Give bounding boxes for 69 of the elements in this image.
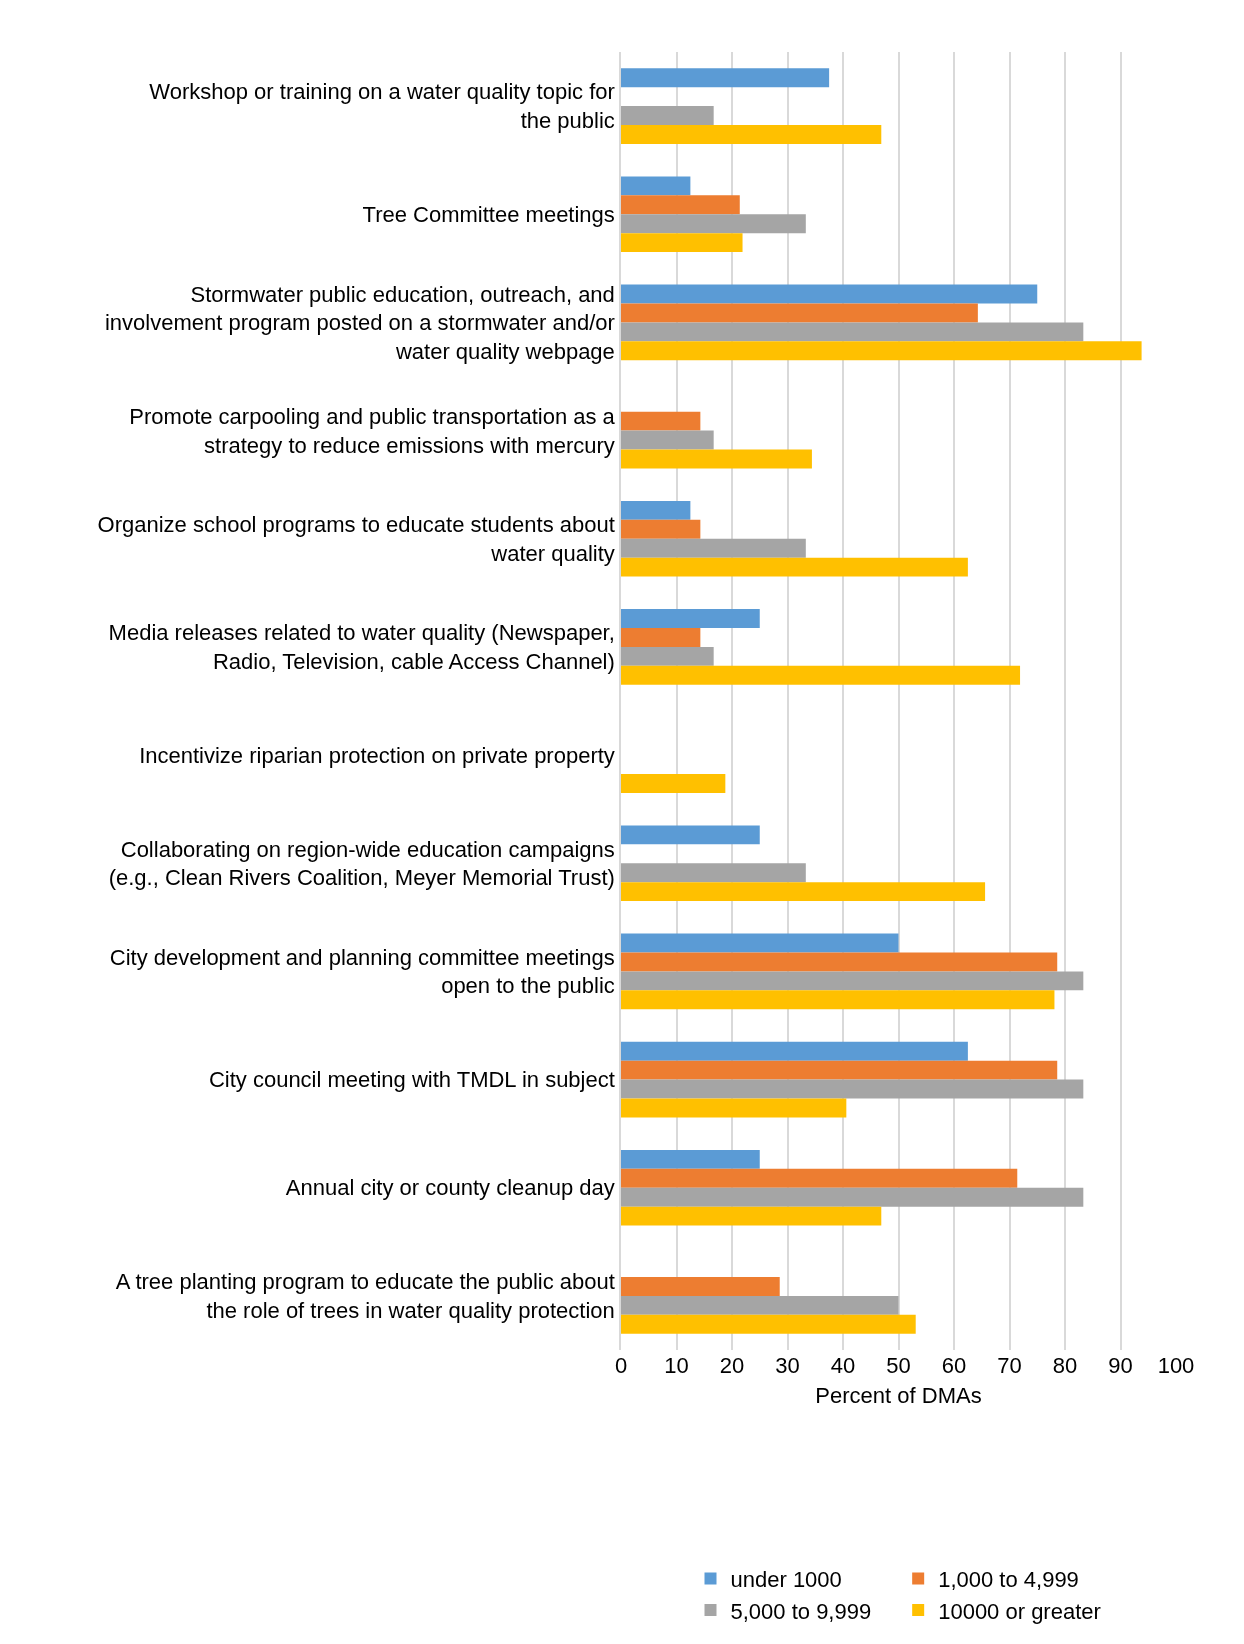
y-tick-label: Media releases related to water quality (Newspaper, Radio, Television, cable Access Channel) [108, 620, 615, 674]
bar [621, 233, 743, 253]
bar [621, 627, 701, 647]
x-tick-label: 80 [1052, 1353, 1078, 1378]
bar [621, 500, 691, 520]
bar [621, 1041, 968, 1061]
bar [621, 1314, 916, 1334]
y-tick-label: Incentivize riparian protection on private property [139, 742, 615, 768]
bar [621, 322, 1084, 342]
bar [621, 1060, 1058, 1080]
bar [621, 825, 760, 845]
bar [621, 303, 978, 323]
bar [621, 1206, 882, 1226]
bar [621, 449, 812, 469]
bar [621, 863, 806, 883]
y-tick-label: Organize school programs to educate students about water quality [97, 512, 615, 566]
bar [621, 609, 760, 628]
bar [621, 774, 726, 793]
bar [621, 971, 1084, 991]
y-tick-label: A tree planting program to educate the public about the role of trees in water quality protection [115, 1269, 615, 1323]
bar [621, 519, 701, 539]
bar [621, 1149, 760, 1169]
bar [621, 646, 714, 666]
bar [621, 411, 701, 431]
bar [621, 1295, 899, 1315]
bar [621, 341, 1142, 361]
x-axis-title: Percent of DMAs [815, 1382, 982, 1408]
bar [621, 125, 882, 144]
bar [621, 430, 714, 450]
x-tick-label: 10 [664, 1353, 689, 1378]
x-tick-label: 40 [830, 1353, 856, 1378]
x-tick-label: 20 [719, 1353, 745, 1378]
bar [621, 1168, 1018, 1188]
bar [621, 68, 830, 88]
y-tick-label: City council meeting with TMDL in subject [208, 1067, 615, 1093]
bar [621, 195, 740, 215]
bar [621, 538, 806, 558]
bar [621, 284, 1038, 304]
y-tick-label: Collaborating on region-wide education campaigns (e.g., Clean Rivers Coalition, Meyer Memorial Trust) [108, 836, 615, 891]
x-tick-label: 60 [941, 1353, 967, 1378]
legend-label: under 1000 [730, 1567, 842, 1593]
bar [621, 1187, 1084, 1207]
bar [621, 990, 1055, 1010]
x-tick-label: 90 [1108, 1353, 1133, 1378]
bar [621, 557, 968, 577]
x-tick-label: 100 [1157, 1353, 1195, 1378]
x-tick-label: 70 [997, 1353, 1022, 1378]
bar [621, 176, 691, 196]
y-tick-label: Stormwater public education, outreach, and involvement program posted on a stormwater and/or water quality webpage [104, 281, 615, 364]
bar [621, 882, 986, 902]
legend-label: 5,000 to 9,999 [730, 1598, 872, 1624]
legend-label: 10000 or greater [938, 1598, 1101, 1624]
legend-label: 1,000 to 4,999 [938, 1567, 1079, 1593]
bar [621, 214, 806, 234]
bar [621, 933, 899, 953]
y-tick-label: Annual city or county cleanup day [285, 1175, 615, 1201]
y-tick-label: Tree Committee meetings [362, 201, 615, 227]
bar [621, 106, 714, 126]
x-tick-label: 0 [614, 1353, 628, 1378]
y-tick-label: City development and planning committee meetings open to the public [109, 944, 615, 999]
y-tick-label: Workshop or training on a water quality topic for the public [149, 79, 615, 134]
x-tick-label: 50 [886, 1353, 911, 1378]
bar [621, 1276, 780, 1296]
bar [621, 1079, 1084, 1099]
bar [621, 1098, 847, 1118]
bar [621, 952, 1058, 972]
bar [621, 665, 1021, 685]
y-tick-label: Promote carpooling and public transportation as a strategy to reduce emissions with mercury [129, 403, 616, 458]
x-tick-label: 30 [775, 1353, 800, 1378]
